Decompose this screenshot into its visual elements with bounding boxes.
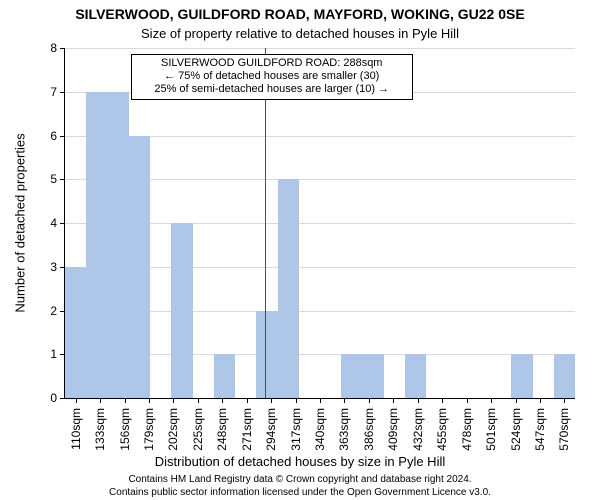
x-tick-mark <box>344 398 345 403</box>
x-tick-label: 570sqm <box>557 408 571 451</box>
y-tick-label: 1 <box>35 347 57 361</box>
x-axis-label: Distribution of detached houses by size … <box>0 454 600 469</box>
x-tick-label: 432sqm <box>411 408 425 451</box>
y-tick-label: 4 <box>35 216 57 230</box>
x-tick-label: 340sqm <box>313 408 327 451</box>
x-tick-label: 501sqm <box>484 408 498 451</box>
y-tick-mark <box>60 179 65 180</box>
annotation-line: ← 75% of detached houses are smaller (30… <box>138 70 406 83</box>
histogram-bar <box>86 92 107 398</box>
histogram-bar <box>341 354 362 398</box>
histogram-bar <box>256 311 277 399</box>
x-tick-label: 225sqm <box>191 408 205 451</box>
x-tick-label: 110sqm <box>69 408 83 450</box>
x-tick-mark <box>418 398 419 403</box>
x-tick-label: 547sqm <box>533 408 547 451</box>
gridline <box>65 48 575 49</box>
histogram-bar <box>129 136 150 399</box>
footer-line-2: Contains public sector information licen… <box>0 487 600 500</box>
chart-subtitle: Size of property relative to detached ho… <box>0 26 600 41</box>
x-tick-mark <box>222 398 223 403</box>
x-tick-label: 317sqm <box>289 408 303 451</box>
y-tick-label: 2 <box>35 304 57 318</box>
x-tick-mark <box>271 398 272 403</box>
x-tick-mark <box>198 398 199 403</box>
x-tick-label: 271sqm <box>240 408 254 451</box>
x-tick-label: 294sqm <box>264 408 278 451</box>
histogram-bar <box>171 223 192 398</box>
footer-line-1: Contains HM Land Registry data © Crown c… <box>0 474 600 487</box>
annotation-line: SILVERWOOD GUILDFORD ROAD: 288sqm <box>138 57 406 70</box>
x-tick-label: 202sqm <box>166 408 180 451</box>
x-tick-mark <box>173 398 174 403</box>
x-tick-mark <box>76 398 77 403</box>
y-tick-mark <box>60 398 65 399</box>
histogram-bar <box>214 354 235 398</box>
histogram-bar <box>65 267 86 398</box>
y-tick-label: 5 <box>35 172 57 186</box>
y-tick-label: 7 <box>35 85 57 99</box>
x-tick-label: 409sqm <box>386 408 400 451</box>
x-tick-label: 478sqm <box>460 408 474 451</box>
x-tick-label: 179sqm <box>142 408 156 451</box>
x-tick-mark <box>100 398 101 403</box>
y-tick-mark <box>60 48 65 49</box>
x-tick-mark <box>467 398 468 403</box>
x-tick-mark <box>320 398 321 403</box>
plot-area: 012345678110sqm133sqm156sqm179sqm202sqm2… <box>64 48 575 399</box>
x-tick-label: 386sqm <box>362 408 376 451</box>
x-tick-label: 363sqm <box>337 408 351 451</box>
x-tick-mark <box>296 398 297 403</box>
x-tick-mark <box>540 398 541 403</box>
y-tick-label: 0 <box>35 391 57 405</box>
x-tick-label: 156sqm <box>118 408 132 451</box>
y-tick-mark <box>60 136 65 137</box>
y-tick-mark <box>60 92 65 93</box>
x-tick-mark <box>149 398 150 403</box>
histogram-bar <box>108 92 129 398</box>
chart-container: SILVERWOOD, GUILDFORD ROAD, MAYFORD, WOK… <box>0 0 600 500</box>
x-tick-label: 133sqm <box>93 408 107 451</box>
x-tick-mark <box>516 398 517 403</box>
annotation-box: SILVERWOOD GUILDFORD ROAD: 288sqm← 75% o… <box>131 54 413 100</box>
y-tick-label: 3 <box>35 260 57 274</box>
y-tick-label: 8 <box>35 41 57 55</box>
x-tick-mark <box>369 398 370 403</box>
x-tick-label: 248sqm <box>215 408 229 451</box>
x-tick-mark <box>491 398 492 403</box>
footer-attribution: Contains HM Land Registry data © Crown c… <box>0 474 600 499</box>
histogram-bar <box>363 354 384 398</box>
y-axis-label: Number of detached properties <box>13 133 28 312</box>
x-tick-mark <box>442 398 443 403</box>
reference-line <box>265 48 266 398</box>
x-tick-label: 524sqm <box>509 408 523 451</box>
histogram-bar <box>405 354 426 398</box>
y-tick-mark <box>60 223 65 224</box>
x-tick-mark <box>564 398 565 403</box>
x-tick-label: 455sqm <box>435 408 449 451</box>
histogram-bar <box>278 179 299 398</box>
x-tick-mark <box>393 398 394 403</box>
chart-title: SILVERWOOD, GUILDFORD ROAD, MAYFORD, WOK… <box>0 6 600 22</box>
y-tick-label: 6 <box>35 129 57 143</box>
histogram-bar <box>554 354 575 398</box>
histogram-bar <box>511 354 532 398</box>
x-tick-mark <box>125 398 126 403</box>
x-tick-mark <box>247 398 248 403</box>
annotation-line: 25% of semi-detached houses are larger (… <box>138 83 406 96</box>
